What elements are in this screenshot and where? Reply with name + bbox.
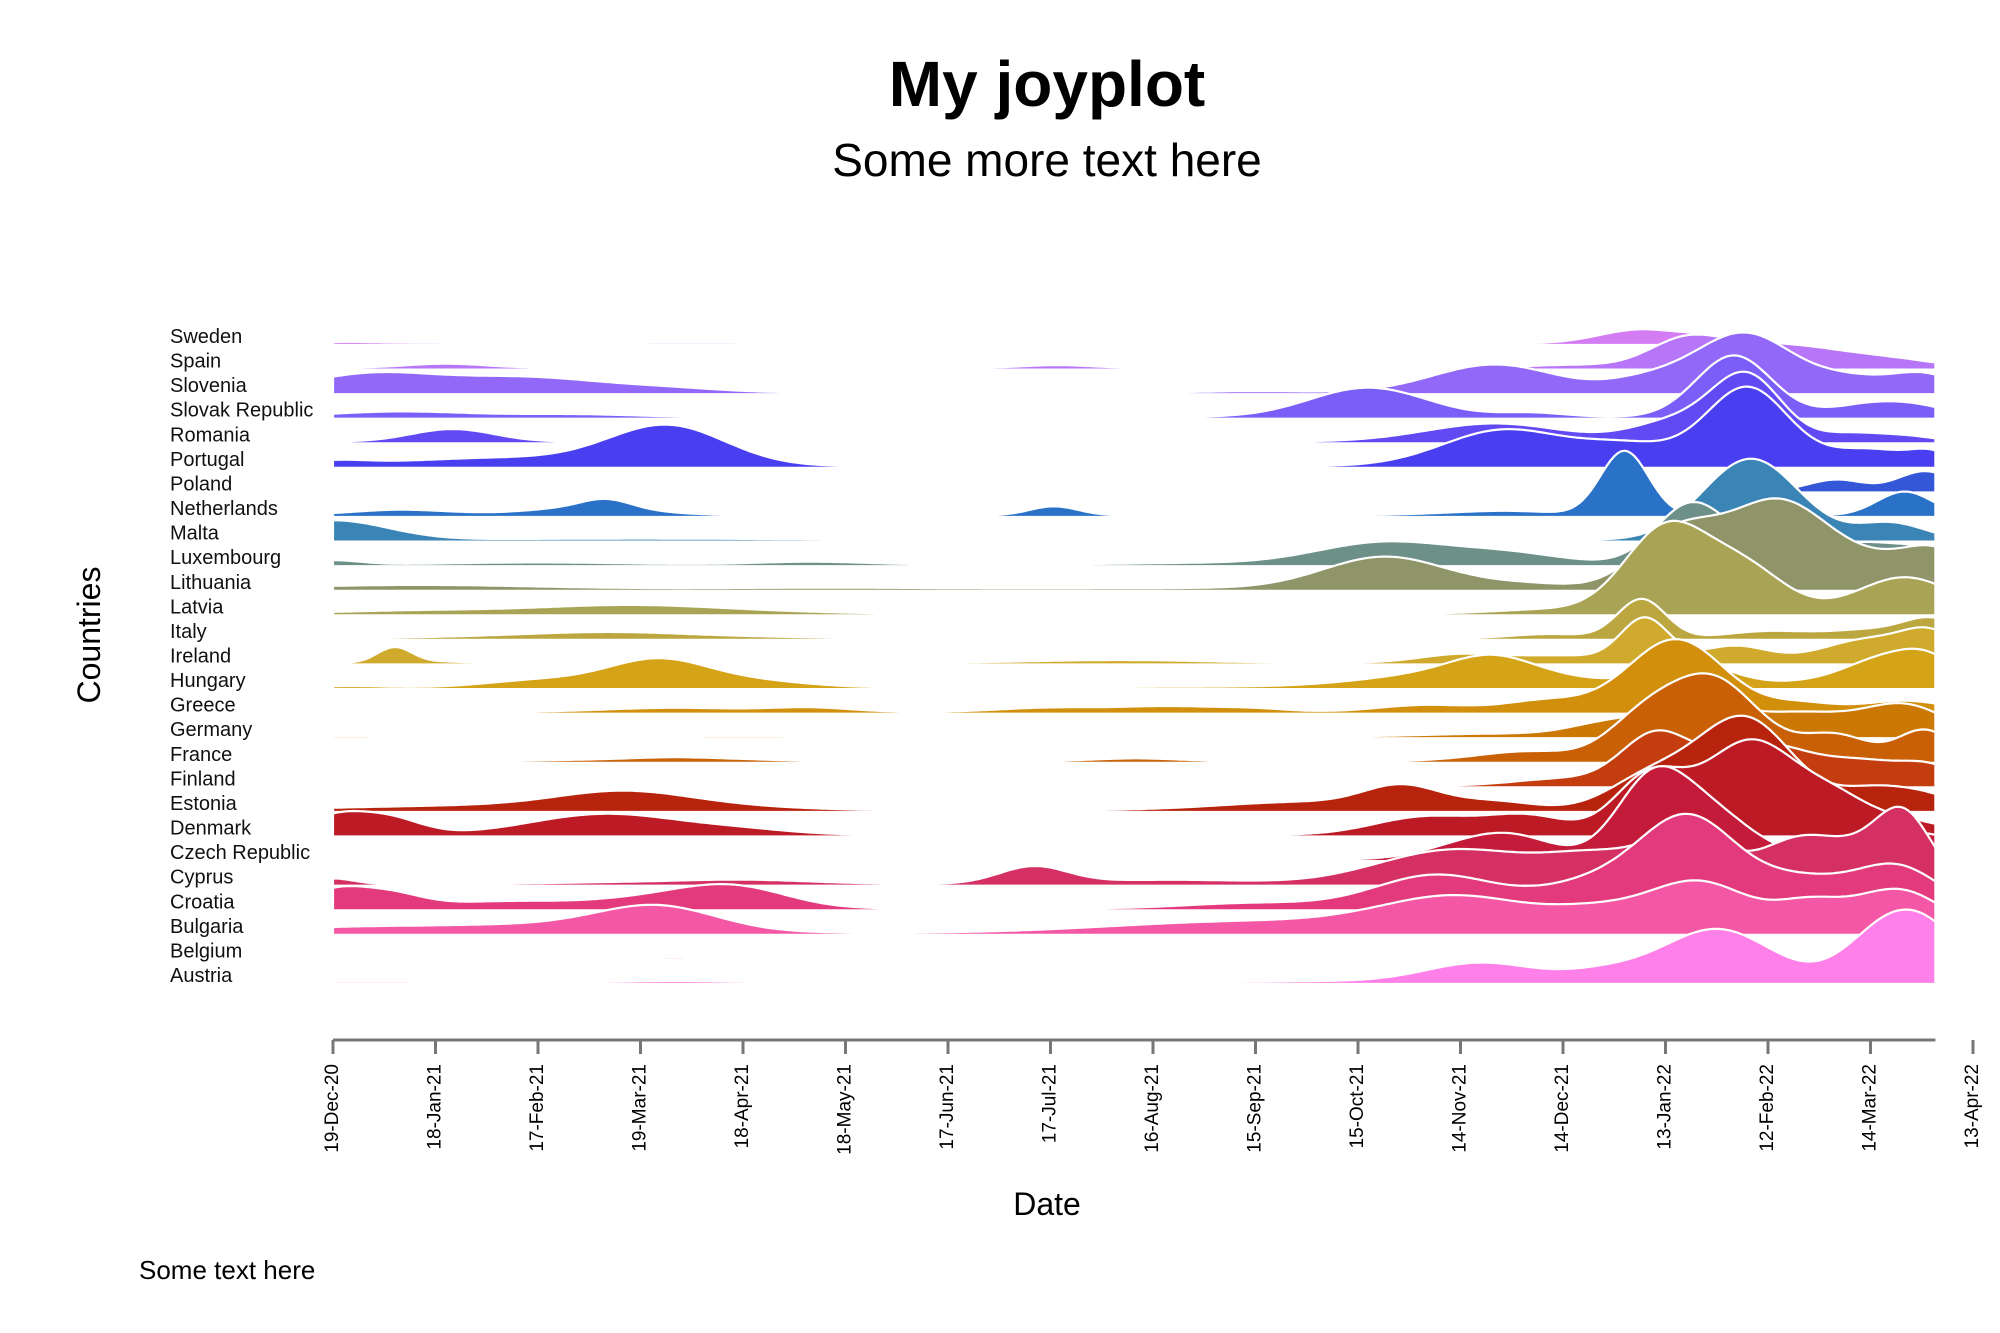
- x-tick-label: 14-Mar-22: [1860, 1064, 1881, 1152]
- caption: Some text here: [139, 1255, 315, 1285]
- ridge-poland: [331, 470, 1937, 494]
- country-label: Latvia: [170, 596, 224, 618]
- x-tick-label: 17-Jun-21: [937, 1064, 958, 1150]
- ridge-layer: [331, 328, 1937, 986]
- country-label: Luxembourg: [170, 547, 281, 569]
- country-label: France: [170, 744, 232, 766]
- ridge-austria: [331, 908, 1937, 986]
- ridge-croatia: [331, 812, 1937, 912]
- ridge-latvia: [331, 519, 1937, 617]
- x-tick-label: 15-Sep-21: [1245, 1064, 1266, 1153]
- country-label: Austria: [170, 965, 233, 987]
- x-tick-label: 14-Dec-21: [1552, 1064, 1573, 1153]
- x-tick-label: 17-Feb-21: [527, 1064, 548, 1152]
- country-label: Poland: [170, 474, 232, 496]
- x-tick-label: 15-Oct-21: [1347, 1064, 1368, 1148]
- country-label: Portugal: [170, 449, 245, 471]
- ridge-ireland: [331, 616, 1937, 666]
- x-axis-title: Date: [1013, 1186, 1081, 1222]
- x-tick-label: 13-Jan-22: [1655, 1064, 1676, 1150]
- x-tick-label: 16-Aug-21: [1142, 1064, 1163, 1153]
- x-tick-label: 12-Feb-22: [1757, 1064, 1778, 1152]
- x-tick-label: 14-Nov-21: [1450, 1064, 1471, 1153]
- ridge-bulgaria: [331, 879, 1937, 936]
- ridge-netherlands: [331, 449, 1937, 519]
- x-tick-label: 18-Jan-21: [425, 1064, 446, 1150]
- country-label: Croatia: [170, 891, 235, 913]
- country-label: Romania: [170, 424, 251, 446]
- x-tick-label: 19-Mar-21: [630, 1064, 651, 1152]
- country-label: Belgium: [170, 940, 242, 962]
- ridge-portugal: [331, 385, 1937, 469]
- ridge-italy: [331, 597, 1937, 641]
- y-axis-title: Countries: [71, 567, 107, 704]
- country-label: Ireland: [170, 646, 231, 668]
- country-label: Cyprus: [170, 867, 233, 889]
- country-label: Greece: [170, 695, 236, 717]
- x-tick-label: 13-Apr-22: [1962, 1064, 1983, 1149]
- ridge-greece: [331, 638, 1937, 715]
- country-label: Italy: [170, 621, 207, 643]
- chart-title: My joyplot: [889, 48, 1205, 120]
- country-label: Czech Republic: [170, 842, 310, 864]
- country-label: Estonia: [170, 793, 238, 815]
- country-label: Finland: [170, 768, 236, 790]
- country-label: Spain: [170, 351, 221, 373]
- x-tick-label: 17-Jul-21: [1040, 1064, 1061, 1143]
- country-label: Denmark: [170, 818, 252, 840]
- country-label: Bulgaria: [170, 916, 244, 938]
- country-label: Lithuania: [170, 572, 252, 594]
- country-label: Sweden: [170, 326, 242, 348]
- country-label: Netherlands: [170, 498, 278, 520]
- chart-subtitle: Some more text here: [832, 134, 1262, 186]
- country-label: Malta: [170, 523, 220, 545]
- country-label: Slovenia: [170, 375, 248, 397]
- x-tick-label: 18-May-21: [835, 1064, 856, 1155]
- x-axis: 19-Dec-20 18-Jan-21 17-Feb-21 19-Mar-21 18-A…: [322, 1038, 1983, 1155]
- country-label: Hungary: [170, 670, 246, 692]
- country-label: Slovak Republic: [170, 400, 313, 422]
- country-label: Germany: [170, 719, 252, 741]
- ridge-denmark: [331, 738, 1937, 838]
- x-tick-label: 18-Apr-21: [732, 1064, 753, 1149]
- x-tick-label: 19-Dec-20: [322, 1064, 343, 1153]
- ridge-slovenia: [331, 331, 1937, 396]
